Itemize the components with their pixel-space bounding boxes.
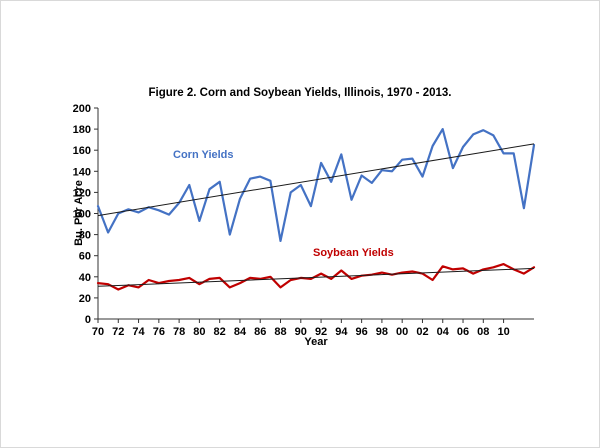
x-axis-title: Year <box>304 336 328 348</box>
x-tick-label: 86 <box>254 326 266 338</box>
x-tick-label: 04 <box>437 326 450 338</box>
x-tick-label: 02 <box>416 326 428 338</box>
corn-line <box>96 128 536 242</box>
corn-series-label: Corn Yields <box>173 149 234 161</box>
x-tick-label: 08 <box>477 326 489 338</box>
x-tick-label: 98 <box>376 326 388 338</box>
y-tick-label: 100 <box>73 209 91 221</box>
y-tick-label: 180 <box>73 124 91 136</box>
corn-trend-line <box>97 143 535 217</box>
y-tick-label: 20 <box>79 293 91 305</box>
y-tick-label: 120 <box>73 187 91 199</box>
x-tick-label: 90 <box>295 326 307 338</box>
x-tick-label: 78 <box>173 326 185 338</box>
x-tick-label: 80 <box>193 326 205 338</box>
x-tick-label: 72 <box>112 326 124 338</box>
x-tick-label: 92 <box>315 326 327 338</box>
x-tick-label: 94 <box>335 326 348 338</box>
x-tick-label: 10 <box>497 326 509 338</box>
soybean-trend-line <box>97 267 535 287</box>
x-tick-label: 84 <box>234 326 247 338</box>
x-tick-label: 00 <box>396 326 408 338</box>
y-tick-label: 0 <box>85 314 91 326</box>
y-tick-label: 160 <box>73 145 91 157</box>
x-tick-label: 96 <box>356 326 368 338</box>
x-tick-label: 70 <box>92 326 104 338</box>
x-tick-label: 74 <box>132 326 145 338</box>
x-tick-label: 82 <box>214 326 226 338</box>
y-tick-label: 140 <box>73 166 91 178</box>
x-tick-label: 76 <box>153 326 165 338</box>
soybean-series-label: Soybean Yields <box>313 247 394 259</box>
y-tick-label: 60 <box>79 251 91 263</box>
y-tick-label: 40 <box>79 272 91 284</box>
chart-title: Figure 2. Corn and Soybean Yields, Illin… <box>148 87 452 99</box>
soybean-line <box>96 263 536 291</box>
x-tick-label: 06 <box>457 326 469 338</box>
x-tick-label: 88 <box>274 326 286 338</box>
y-tick-label: 80 <box>79 230 91 242</box>
y-tick-label: 200 <box>73 103 91 115</box>
